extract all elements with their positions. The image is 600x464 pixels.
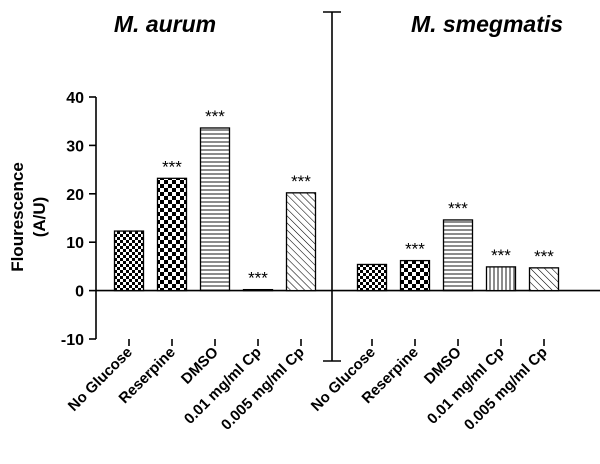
bar <box>442 219 474 292</box>
significance-label: *** <box>405 240 425 259</box>
significance-label: *** <box>291 172 311 191</box>
y-tick-label: 40 <box>66 90 84 107</box>
y-tick-label: 30 <box>66 138 84 155</box>
bar <box>156 177 188 292</box>
bar <box>199 127 231 292</box>
bar <box>113 230 145 292</box>
panel-titles: M. aurum M. smegmatis <box>114 11 563 37</box>
significance-label: *** <box>534 247 554 266</box>
y-axis-unit: (A/U) <box>30 197 49 238</box>
significance-label: *** <box>205 107 225 126</box>
bar <box>528 267 560 292</box>
y-tick-label: -10 <box>61 332 84 349</box>
y-tick-label: 0 <box>75 284 84 301</box>
significance-label: *** <box>448 199 468 218</box>
bar <box>356 263 388 292</box>
bar <box>285 192 317 292</box>
significance-label: *** <box>162 157 182 176</box>
panel-title: M. aurum <box>114 11 216 37</box>
bars <box>113 127 560 292</box>
y-tick-label: 10 <box>66 235 84 252</box>
significance-label: *** <box>248 269 268 288</box>
bar <box>242 288 274 292</box>
bar <box>399 259 431 292</box>
x-tick-label: 0.01 mg/ml Cp <box>424 344 508 428</box>
significance-label: *** <box>491 246 511 265</box>
panel-title: M. smegmatis <box>411 11 563 37</box>
bar <box>485 266 517 292</box>
x-tick-label: 0.01 mg/ml Cp <box>181 344 265 428</box>
y-axis-title: Flourescence <box>8 162 27 272</box>
y-tick-label: 20 <box>66 187 84 204</box>
y-ticks: -10 0 10 20 30 40 <box>61 90 545 349</box>
